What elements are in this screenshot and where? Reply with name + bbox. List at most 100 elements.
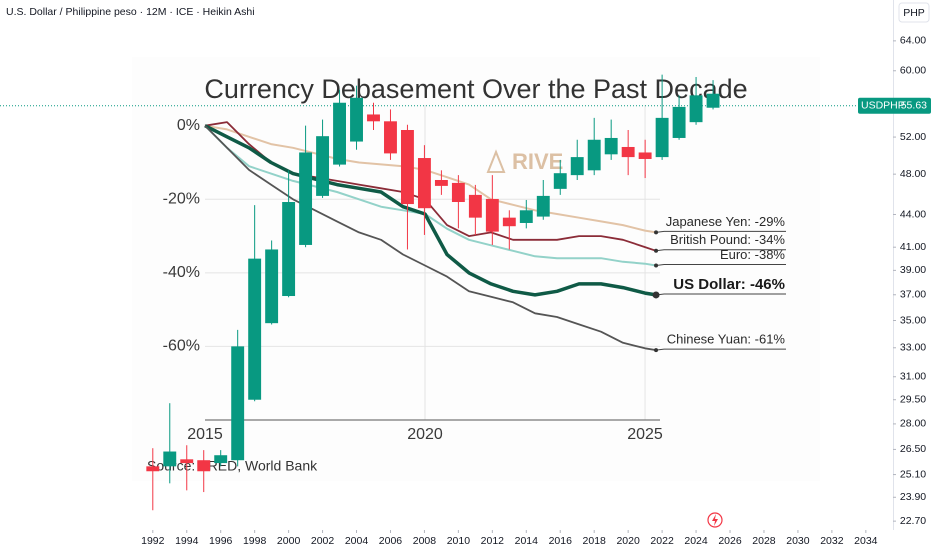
y-tick-label: 64.00 bbox=[900, 35, 926, 47]
candle-body bbox=[706, 93, 720, 108]
candle-body bbox=[536, 195, 550, 217]
y-tick-label: 31.00 bbox=[900, 371, 926, 383]
end-dot bbox=[654, 348, 659, 353]
label-leader bbox=[655, 348, 786, 351]
x-tick-label: 2030 bbox=[786, 535, 810, 547]
candle-body bbox=[401, 129, 414, 205]
y-tick-label: 26.50 bbox=[900, 443, 926, 455]
candle-body bbox=[468, 194, 482, 218]
candle-body bbox=[485, 198, 499, 232]
candle-body bbox=[180, 459, 194, 464]
y-tick-label: 33.00 bbox=[900, 342, 926, 354]
end-dot bbox=[654, 230, 659, 235]
end-label: Japanese Yen: -29% bbox=[666, 214, 786, 229]
x-tick-label: 2034 bbox=[854, 535, 878, 547]
y-tick-label: 52.00 bbox=[900, 131, 926, 143]
x-tick-label: 2024 bbox=[684, 535, 708, 547]
candle-body bbox=[417, 158, 431, 209]
candle-body bbox=[570, 157, 584, 176]
x-tick-label: 2026 bbox=[718, 535, 742, 547]
x-tick-label: 2020 bbox=[616, 535, 640, 547]
x-tick-label: 2022 bbox=[650, 535, 674, 547]
replay-icon[interactable] bbox=[707, 512, 723, 528]
candle-body bbox=[587, 139, 601, 171]
candle-body bbox=[163, 451, 177, 467]
end-dot bbox=[652, 291, 660, 299]
candle-body bbox=[553, 173, 567, 189]
x-tick-label: 2000 bbox=[277, 535, 301, 547]
y-tick-label: 23.90 bbox=[900, 491, 926, 503]
y-tick-label: 35.00 bbox=[900, 314, 926, 326]
y-tick-label: 60.00 bbox=[900, 65, 926, 77]
x-tick-label: 2018 bbox=[583, 535, 607, 547]
y-tick-label: 37.00 bbox=[900, 289, 926, 301]
x-tick-label: 2008 bbox=[413, 535, 437, 547]
y-tick-label: -60% bbox=[163, 338, 200, 355]
candle-body bbox=[282, 202, 296, 297]
end-label: US Dollar: -46% bbox=[673, 276, 785, 293]
x-tick-label: 2004 bbox=[345, 535, 369, 547]
series-line bbox=[204, 124, 657, 234]
candle-body bbox=[672, 106, 686, 138]
candle-body bbox=[231, 346, 245, 461]
watermark-icon bbox=[486, 149, 506, 173]
candle-body bbox=[197, 460, 211, 472]
icon-bolt[interactable] bbox=[712, 514, 718, 526]
x-tick-label: 1994 bbox=[175, 535, 199, 547]
candle-body bbox=[146, 466, 160, 472]
watermark: RIVE bbox=[512, 149, 563, 174]
candle-body bbox=[214, 455, 228, 464]
x-tick-label: 2010 bbox=[447, 535, 471, 547]
x-tick-label: 2020 bbox=[407, 426, 443, 443]
y-tick-label: -40% bbox=[163, 264, 200, 281]
x-tick-label: 1998 bbox=[243, 535, 267, 547]
candle-body bbox=[248, 258, 262, 400]
candle-body bbox=[434, 179, 448, 186]
candle-body bbox=[604, 137, 618, 155]
y-tick-label: 0% bbox=[177, 117, 200, 134]
price-tag bbox=[858, 97, 931, 114]
inset-title: Currency Debasement Over the Past Decade bbox=[204, 74, 747, 104]
candle-body bbox=[655, 117, 669, 158]
y-tick-label: 22.70 bbox=[900, 515, 926, 527]
series-line bbox=[204, 124, 657, 297]
x-tick-label: 2025 bbox=[627, 426, 663, 443]
x-tick-label: 2002 bbox=[311, 535, 335, 547]
y-tick-label: 39.00 bbox=[900, 264, 926, 276]
y-tick-label: 25.10 bbox=[900, 468, 926, 480]
x-tick-label: 2006 bbox=[379, 535, 403, 547]
candle-body bbox=[367, 114, 380, 122]
price-tag-value: 55.63 bbox=[901, 100, 927, 112]
label-leader bbox=[655, 264, 786, 267]
y-tick-label: 41.00 bbox=[900, 241, 926, 253]
candle-body bbox=[333, 102, 346, 165]
y-tick-label: 44.00 bbox=[900, 208, 926, 220]
icon-circle[interactable] bbox=[707, 512, 723, 528]
y-tick-label: 48.00 bbox=[900, 168, 926, 180]
x-tick-label: 2015 bbox=[187, 426, 223, 443]
x-tick-label: 2014 bbox=[515, 535, 539, 547]
x-tick-label: 1996 bbox=[209, 535, 233, 547]
candle-body bbox=[451, 182, 465, 203]
candle-body bbox=[638, 152, 652, 159]
symbol-header: U.S. Dollar / Philippine peso · 12M · IC… bbox=[6, 6, 255, 18]
label-leader bbox=[655, 230, 786, 233]
candle-body bbox=[502, 217, 516, 227]
candle-body bbox=[689, 95, 703, 123]
candle-body bbox=[621, 146, 635, 158]
y-tick-label: 28.00 bbox=[900, 418, 926, 430]
x-tick-label: 1992 bbox=[141, 535, 165, 547]
currency[interactable]: PHP bbox=[903, 7, 925, 19]
y-tick-label: 29.50 bbox=[900, 394, 926, 406]
x-tick-label: 2012 bbox=[481, 535, 505, 547]
candle-body bbox=[316, 136, 330, 196]
label-leader bbox=[655, 249, 786, 252]
currency-box[interactable] bbox=[898, 2, 930, 23]
candle-body bbox=[384, 121, 397, 154]
series-line bbox=[204, 124, 657, 267]
end-label: Chinese Yuan: -61% bbox=[667, 332, 786, 347]
candle-body bbox=[265, 249, 279, 324]
end-dot bbox=[654, 263, 659, 268]
candle-body bbox=[519, 210, 533, 223]
